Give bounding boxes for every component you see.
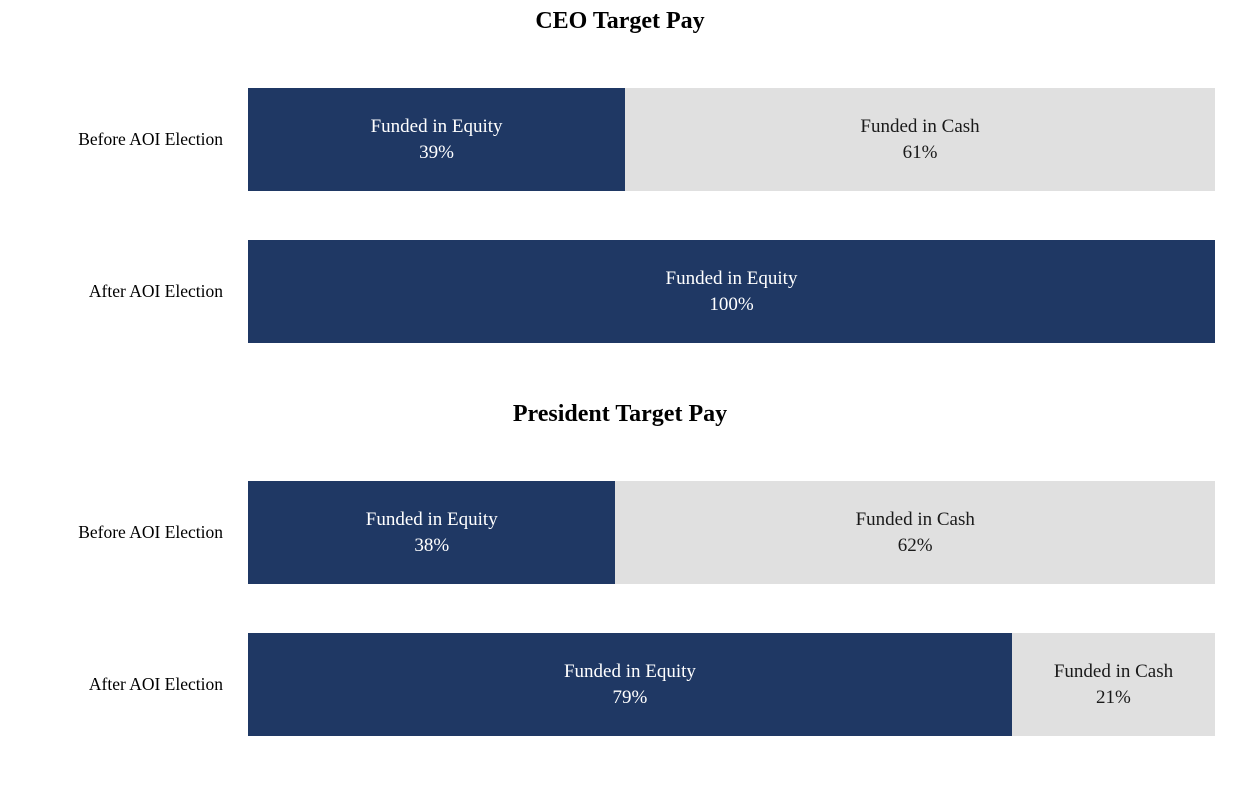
segment-label: Funded in Equity bbox=[365, 508, 498, 530]
segment-label: Funded in Cash bbox=[1053, 660, 1174, 682]
row-label: After AOI Election bbox=[88, 674, 223, 694]
stacked-bar: Funded in Equity 38% Funded in Cash 62% bbox=[248, 481, 1215, 584]
segment-value: 79% bbox=[612, 686, 648, 708]
segment-funded-in-cash: Funded in Cash 62% bbox=[615, 481, 1215, 584]
chart-title-ceo: CEO Target Pay bbox=[535, 8, 705, 34]
segment-funded-in-equity: Funded in Equity 38% bbox=[248, 481, 616, 584]
bar-row: Before AOI Election Funded in Equity 39% Fu… bbox=[0, 88, 1240, 191]
segment-label: Funded in Equity bbox=[563, 660, 696, 682]
segment-value: 100% bbox=[709, 293, 754, 315]
chart-ceo-target-pay: CEO Target Pay Before AOI Election Funded… bbox=[0, 0, 1240, 343]
chart-rows-ceo: Before AOI Election Funded in Equity 39% Fu… bbox=[0, 88, 1240, 343]
stacked-bar: Funded in Equity 100% bbox=[248, 240, 1215, 343]
segment-value: 38% bbox=[414, 534, 450, 556]
bar-row: After AOI Election Funded in Equity 100% bbox=[0, 240, 1240, 343]
segment-funded-in-equity: Funded in Equity 39% bbox=[248, 88, 626, 191]
segment-label: Funded in Equity bbox=[665, 267, 798, 289]
segment-funded-in-equity: Funded in Equity 100% bbox=[248, 240, 1215, 343]
bar-row: Before AOI Election Funded in Equity 38% Fu… bbox=[0, 481, 1240, 584]
row-label: After AOI Election bbox=[88, 281, 223, 301]
chart-rows-president: Before AOI Election Funded in Equity 38% Fu… bbox=[0, 481, 1240, 736]
segment-value: 62% bbox=[897, 534, 933, 556]
segment-value: 61% bbox=[902, 141, 938, 163]
segment-label: Funded in Equity bbox=[370, 115, 503, 137]
bar-row: After AOI Election Funded in Equity 79% Fun… bbox=[0, 633, 1240, 736]
chart-title-president: President Target Pay bbox=[512, 401, 728, 427]
stacked-bar: Funded in Equity 39% Funded in Cash 61% bbox=[248, 88, 1215, 191]
segment-funded-in-cash: Funded in Cash 61% bbox=[625, 88, 1215, 191]
segment-funded-in-equity: Funded in Equity 79% bbox=[248, 633, 1012, 736]
stacked-bar: Funded in Equity 79% Funded in Cash 21% bbox=[248, 633, 1215, 736]
row-label: Before AOI Election bbox=[78, 129, 223, 149]
segment-label: Funded in Cash bbox=[855, 508, 975, 530]
chart-president-target-pay: President Target Pay Before AOI Election… bbox=[0, 343, 1240, 736]
segment-label: Funded in Cash bbox=[860, 115, 980, 137]
row-label: Before AOI Election bbox=[78, 522, 223, 542]
segment-value: 39% bbox=[419, 141, 454, 163]
segment-funded-in-cash: Funded in Cash 21% bbox=[1011, 633, 1215, 736]
segment-value: 21% bbox=[1096, 686, 1131, 708]
